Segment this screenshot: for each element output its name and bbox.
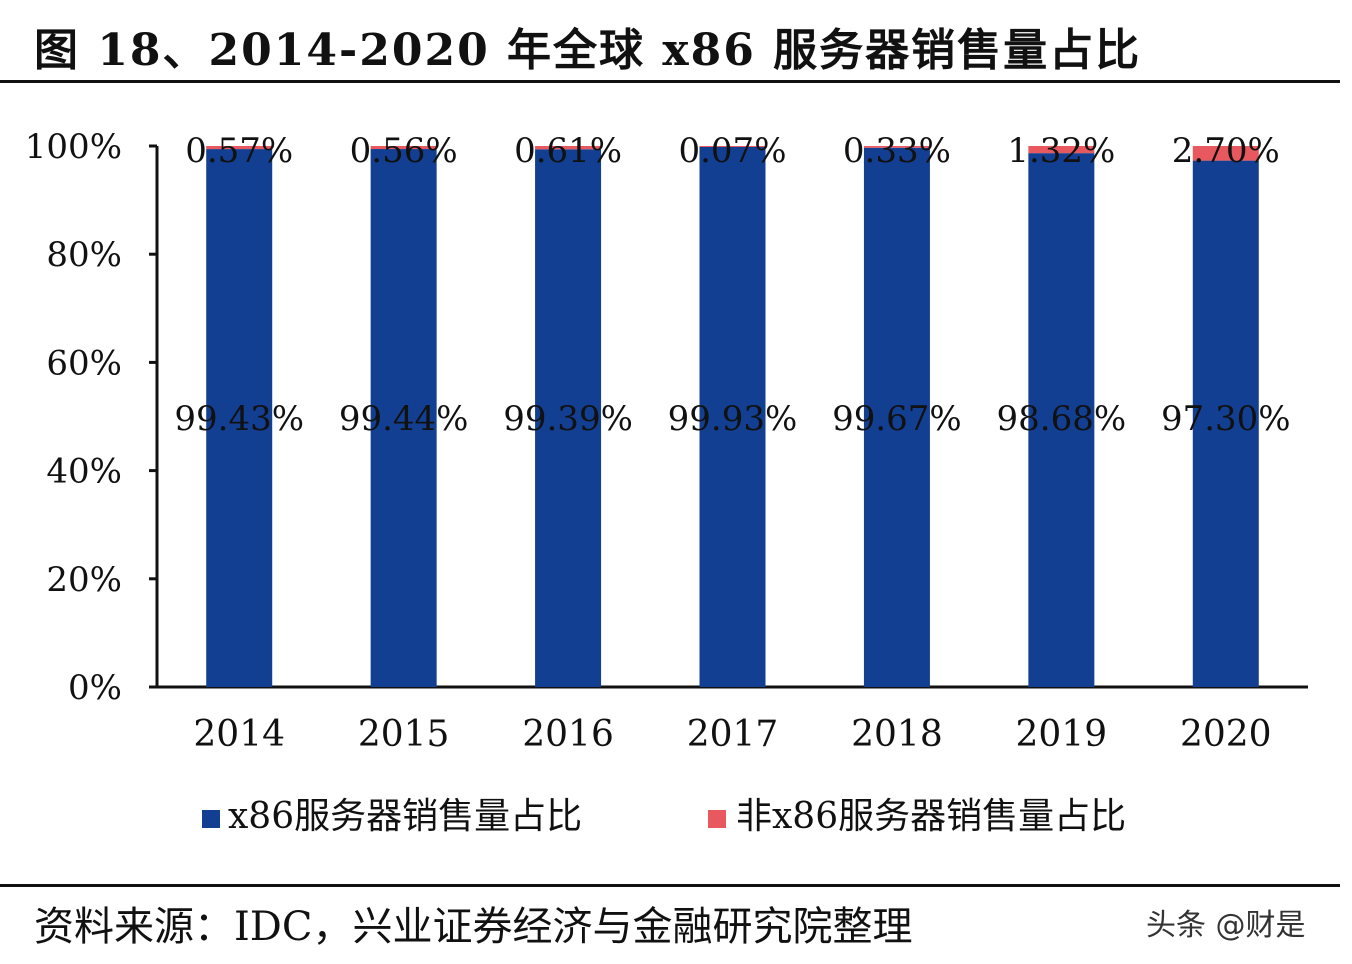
page-title: 图 18、2014-2020 年全球 x86 服务器销售量占比 — [34, 25, 1142, 76]
legend-swatch-x86 — [202, 810, 220, 828]
y-tick-label: 100% — [25, 127, 122, 167]
x-tick-label-2015: 2015 — [358, 714, 450, 755]
data-label-non-x86-2017: 0.07% — [678, 131, 786, 171]
bar-x86-2016 — [535, 149, 602, 687]
bar-x86-2014 — [206, 149, 273, 688]
data-label-non-x86-2018: 0.33% — [843, 131, 951, 171]
data-label-x86-2016: 99.39% — [503, 399, 633, 439]
legend-swatch-non-x86 — [708, 810, 726, 828]
data-label-x86-2017: 99.93% — [668, 399, 798, 439]
y-tick-label: 40% — [46, 452, 122, 492]
data-label-non-x86-2020: 2.70% — [1172, 131, 1280, 171]
watermark: 头条 @财是 — [1146, 908, 1306, 943]
x-tick-label-2020: 2020 — [1180, 714, 1272, 755]
data-label-x86-2018: 99.67% — [832, 399, 962, 439]
bar-non-x86-2017 — [699, 146, 766, 147]
bar-x86-2018 — [863, 147, 930, 688]
footer-divider — [0, 884, 1340, 887]
x-tick-label-2019: 2019 — [1016, 714, 1108, 755]
data-label-non-x86-2015: 0.56% — [350, 131, 458, 171]
legend-label-x86: x86服务器销售量占比 — [228, 796, 582, 837]
data-label-non-x86-2014: 0.57% — [185, 131, 293, 171]
bar-non-x86-2019 — [1028, 146, 1095, 154]
data-label-x86-2015: 99.44% — [339, 399, 469, 439]
bar-x86-2019 — [1028, 153, 1095, 687]
x-tick-label-2014: 2014 — [193, 714, 285, 755]
x-tick-label-2016: 2016 — [522, 714, 614, 755]
x-tick-label-2018: 2018 — [851, 714, 943, 755]
bar-non-x86-2020 — [1192, 146, 1259, 161]
data-label-non-x86-2019: 1.32% — [1007, 131, 1115, 171]
bar-x86-2015 — [370, 149, 437, 687]
data-label-x86-2020: 97.30% — [1161, 399, 1291, 439]
source-note: 资料来源：IDC，兴业证券经济与金融研究院整理 — [34, 904, 913, 950]
bar-non-x86-2014 — [206, 146, 273, 150]
y-tick-label: 80% — [46, 235, 122, 275]
data-label-non-x86-2016: 0.61% — [514, 131, 622, 171]
bar-x86-2017 — [699, 146, 766, 688]
data-label-x86-2019: 98.68% — [997, 399, 1127, 439]
data-label-x86-2014: 99.43% — [174, 399, 304, 439]
bar-non-x86-2015 — [370, 146, 437, 150]
legend-label-non-x86: 非x86服务器销售量占比 — [736, 796, 1126, 837]
x-tick-label-2017: 2017 — [687, 714, 779, 755]
stacked-bar-chart: 0% 20% 40% 60% 80% 100% 99.43% 0.57% 2014 99.44% 0… — [25, 127, 1308, 837]
y-tick-label: 0% — [68, 668, 122, 708]
y-tick-label: 20% — [46, 560, 122, 600]
bar-non-x86-2018 — [863, 146, 930, 148]
bar-non-x86-2016 — [535, 146, 602, 150]
bar-x86-2020 — [1192, 160, 1259, 687]
y-tick-label: 60% — [46, 343, 122, 383]
title-divider — [0, 80, 1340, 83]
